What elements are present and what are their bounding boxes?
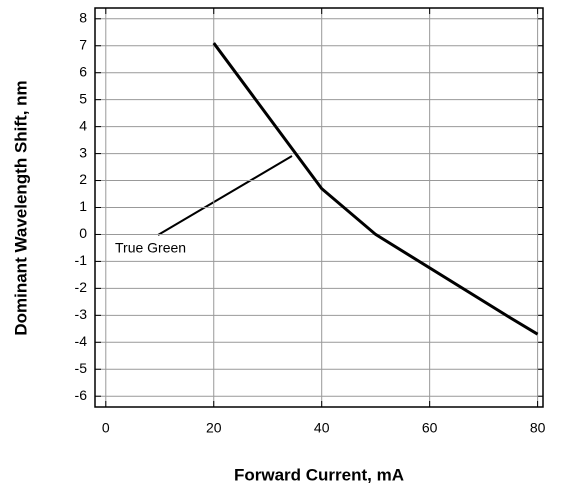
y-tick-label: 2 — [79, 171, 87, 187]
y-tick-label: 1 — [79, 198, 87, 214]
annotation-leader — [157, 155, 293, 236]
y-tick-label: 0 — [79, 225, 87, 241]
y-tick-label: 4 — [79, 117, 87, 133]
x-tick-label: 0 — [102, 420, 110, 436]
x-tick-label: 40 — [314, 420, 330, 436]
x-tick-label: 20 — [206, 420, 222, 436]
x-tick-label: 80 — [530, 420, 546, 436]
y-tick-label: -6 — [75, 387, 88, 403]
y-tick-label: 7 — [79, 36, 87, 52]
y-tick-label: -3 — [75, 306, 88, 322]
data-line — [212, 42, 539, 336]
y-tick-label: -2 — [75, 279, 88, 295]
y-tick-label: -4 — [75, 333, 88, 349]
y-tick-label: 8 — [79, 9, 87, 25]
y-tick-label: 6 — [79, 63, 87, 79]
y-tick-label: 5 — [79, 90, 87, 106]
y-tick-label: 3 — [79, 144, 87, 160]
x-tick-label: 60 — [422, 420, 438, 436]
y-tick-label: -5 — [75, 360, 88, 376]
plot-frame — [94, 7, 544, 408]
y-axis-title: Dominant Wavelength Shift, nm — [11, 80, 30, 335]
y-tick-label: -1 — [75, 252, 88, 268]
annotation: True Green — [115, 240, 186, 256]
x-axis-title: Forward Current, mA — [234, 465, 404, 484]
